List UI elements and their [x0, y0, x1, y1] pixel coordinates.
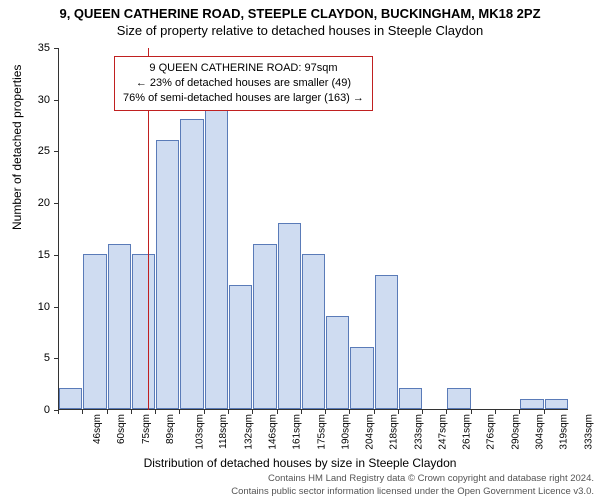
annotation-box: 9 QUEEN CATHERINE ROAD: 97sqm ← 23% of d… [114, 56, 373, 111]
x-tick-label: 175sqm [316, 414, 327, 450]
y-tick-label: 10 [20, 301, 50, 313]
x-tick-label: 290sqm [510, 414, 521, 450]
x-tick-label: 304sqm [535, 414, 546, 450]
x-tick-label: 247sqm [437, 414, 448, 450]
histogram-bar [447, 388, 470, 409]
x-tick-label: 146sqm [268, 414, 279, 450]
x-axis-label: Distribution of detached houses by size … [0, 456, 600, 470]
x-tick-label: 132sqm [243, 414, 254, 450]
x-tick-mark [228, 410, 229, 414]
histogram-chart: 9 QUEEN CATHERINE ROAD: 97sqm ← 23% of d… [58, 48, 568, 410]
y-tick-label: 35 [20, 42, 50, 54]
x-tick-mark [277, 410, 278, 414]
annotation-line-3: 76% of semi-detached houses are larger (… [123, 91, 364, 106]
histogram-bar [83, 254, 106, 409]
histogram-bar [156, 140, 179, 409]
x-tick-mark [349, 410, 350, 414]
histogram-bar [545, 399, 568, 409]
x-tick-label: 161sqm [292, 414, 303, 450]
x-tick-label: 218sqm [389, 414, 400, 450]
y-tick-label: 0 [20, 404, 50, 416]
annotation-line-1: 9 QUEEN CATHERINE ROAD: 97sqm [123, 61, 364, 76]
y-tick-mark [54, 48, 58, 49]
histogram-bar [326, 316, 349, 409]
y-tick-mark [54, 151, 58, 152]
x-tick-label: 60sqm [116, 414, 127, 444]
page-subtitle: Size of property relative to detached ho… [0, 21, 600, 38]
x-tick-mark [58, 410, 59, 414]
x-tick-mark [252, 410, 253, 414]
y-tick-label: 5 [20, 352, 50, 364]
x-tick-label: 276sqm [486, 414, 497, 450]
histogram-bar [132, 254, 155, 409]
x-tick-mark [495, 410, 496, 414]
histogram-bar [302, 254, 325, 409]
x-tick-mark [471, 410, 472, 414]
x-tick-mark [155, 410, 156, 414]
y-tick-label: 20 [20, 197, 50, 209]
x-tick-label: 319sqm [559, 414, 570, 450]
histogram-bar [253, 244, 276, 409]
x-tick-mark [422, 410, 423, 414]
y-tick-label: 15 [20, 249, 50, 261]
annotation-line-2: ← 23% of detached houses are smaller (49… [123, 76, 364, 91]
x-tick-mark [398, 410, 399, 414]
y-tick-mark [54, 100, 58, 101]
x-tick-mark [374, 410, 375, 414]
histogram-bar [520, 399, 543, 409]
histogram-bar [108, 244, 131, 409]
x-tick-label: 233sqm [413, 414, 424, 450]
x-tick-label: 75sqm [141, 414, 152, 444]
page-title: 9, QUEEN CATHERINE ROAD, STEEPLE CLAYDON… [0, 0, 600, 21]
y-tick-mark [54, 203, 58, 204]
x-tick-label: 103sqm [195, 414, 206, 450]
x-tick-mark [82, 410, 83, 414]
histogram-bar [180, 119, 203, 409]
y-tick-label: 25 [20, 145, 50, 157]
x-tick-label: 261sqm [462, 414, 473, 450]
x-tick-label: 190sqm [340, 414, 351, 450]
x-tick-mark [204, 410, 205, 414]
x-tick-label: 89sqm [165, 414, 176, 444]
histogram-bar [350, 347, 373, 409]
x-tick-mark [519, 410, 520, 414]
footer-line-1: Contains HM Land Registry data © Crown c… [231, 473, 594, 485]
x-tick-label: 46sqm [92, 414, 103, 444]
x-tick-label: 333sqm [583, 414, 594, 450]
y-tick-mark [54, 307, 58, 308]
x-tick-mark [446, 410, 447, 414]
y-tick-mark [54, 358, 58, 359]
y-tick-label: 30 [20, 94, 50, 106]
x-tick-mark [131, 410, 132, 414]
x-tick-mark [325, 410, 326, 414]
footer-line-2: Contains public sector information licen… [231, 486, 594, 498]
x-tick-mark [179, 410, 180, 414]
x-tick-mark [301, 410, 302, 414]
histogram-bar [229, 285, 252, 409]
histogram-bar [278, 223, 301, 409]
x-tick-label: 204sqm [365, 414, 376, 450]
y-tick-mark [54, 255, 58, 256]
footer-attribution: Contains HM Land Registry data © Crown c… [231, 473, 594, 498]
x-tick-mark [544, 410, 545, 414]
histogram-bar [399, 388, 422, 409]
x-tick-mark [107, 410, 108, 414]
histogram-bar [59, 388, 82, 409]
histogram-bar [375, 275, 398, 409]
histogram-bar [205, 109, 228, 409]
x-tick-label: 118sqm [218, 414, 229, 449]
